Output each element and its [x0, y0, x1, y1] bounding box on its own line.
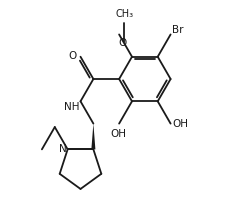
Text: O: O	[118, 38, 127, 48]
Text: CH₃: CH₃	[116, 9, 134, 19]
Polygon shape	[91, 124, 95, 149]
Text: N: N	[59, 144, 67, 154]
Text: NH: NH	[64, 103, 79, 112]
Text: OH: OH	[110, 129, 126, 139]
Text: Br: Br	[172, 25, 183, 36]
Text: O: O	[68, 51, 76, 61]
Text: OH: OH	[173, 119, 189, 129]
